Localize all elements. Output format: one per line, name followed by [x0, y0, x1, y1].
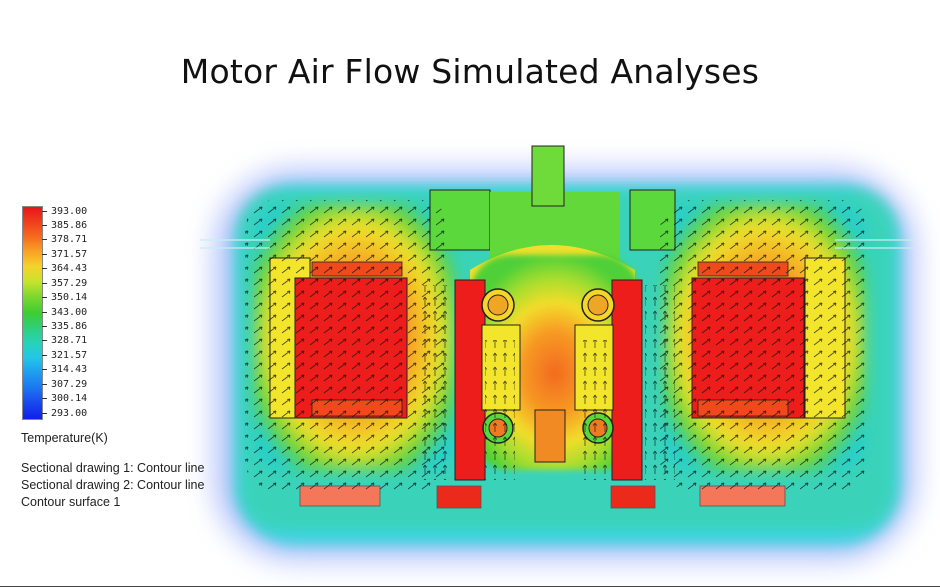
legend-tick-label: 393.00	[51, 205, 88, 217]
legend-tick-label: 328.71	[51, 335, 88, 347]
bearing-top-right	[581, 288, 615, 322]
legend-tick-mark	[42, 268, 47, 270]
legend-tick-mark	[42, 253, 47, 255]
legend-tick-mark	[42, 340, 47, 342]
legend-tick: 314.43	[42, 364, 88, 376]
legend-tick: 371.57	[42, 248, 88, 260]
legend-tick: 378.71	[42, 234, 88, 246]
legend-tick-mark	[42, 383, 47, 385]
legend-tick: 293.00	[42, 407, 88, 419]
legend-tick: 321.57	[42, 349, 88, 361]
legend-tick-mark	[42, 398, 47, 400]
legend-tick-label: 378.71	[51, 234, 88, 246]
air-ducts	[200, 239, 915, 249]
legend-tick-label: 371.57	[51, 248, 88, 260]
legend-tick-mark	[42, 311, 47, 313]
legend-tick-label: 293.00	[51, 407, 88, 419]
legend-tick: 335.86	[42, 320, 88, 332]
legend-tick-label: 385.86	[51, 219, 88, 231]
legend-tick: 307.29	[42, 378, 88, 390]
legend-tick-mark	[42, 325, 47, 327]
note-line: Contour surface 1	[21, 495, 121, 509]
legend-tick-mark	[42, 282, 47, 284]
legend-tick-label: 335.86	[51, 320, 88, 332]
legend-tick-mark	[42, 224, 47, 226]
legend-tick-mark	[42, 354, 47, 356]
legend-tick-mark	[42, 369, 47, 371]
legend-tick: 393.00	[42, 205, 88, 217]
legend-tick: 364.43	[42, 263, 88, 275]
legend-tick: 328.71	[42, 335, 88, 347]
legend-tick-label: 357.29	[51, 277, 88, 289]
legend-tick-mark	[42, 239, 47, 241]
section-notes: Sectional drawing 1: Contour line Sectio…	[21, 460, 204, 511]
legend-tick: 385.86	[42, 219, 88, 231]
bearing-top-left	[481, 288, 515, 322]
note-line: Sectional drawing 2: Contour line	[21, 478, 205, 492]
temperature-color-bar	[22, 206, 43, 420]
legend-tick-label: 314.43	[51, 364, 88, 376]
legend-tick: 357.29	[42, 277, 88, 289]
legend-tick-label: 343.00	[51, 306, 88, 318]
legend-tick-label: 350.14	[51, 292, 88, 304]
legend-unit-label: Temperature(K)	[21, 431, 108, 445]
legend-tick-mark	[42, 412, 47, 414]
legend-tick: 343.00	[42, 306, 88, 318]
legend-tick-label: 300.14	[51, 393, 88, 405]
legend-tick-mark	[42, 210, 47, 212]
legend-tick: 350.14	[42, 292, 88, 304]
page-title: Motor Air Flow Simulated Analyses	[180, 52, 760, 91]
flow-vectors	[245, 200, 870, 490]
legend-tick-label: 364.43	[51, 263, 88, 275]
legend-tick-mark	[42, 297, 47, 299]
legend-tick-label: 321.57	[51, 349, 88, 361]
legend-tick-label: 307.29	[51, 378, 88, 390]
note-line: Sectional drawing 1: Contour line	[21, 461, 205, 475]
legend-tick: 300.14	[42, 393, 88, 405]
